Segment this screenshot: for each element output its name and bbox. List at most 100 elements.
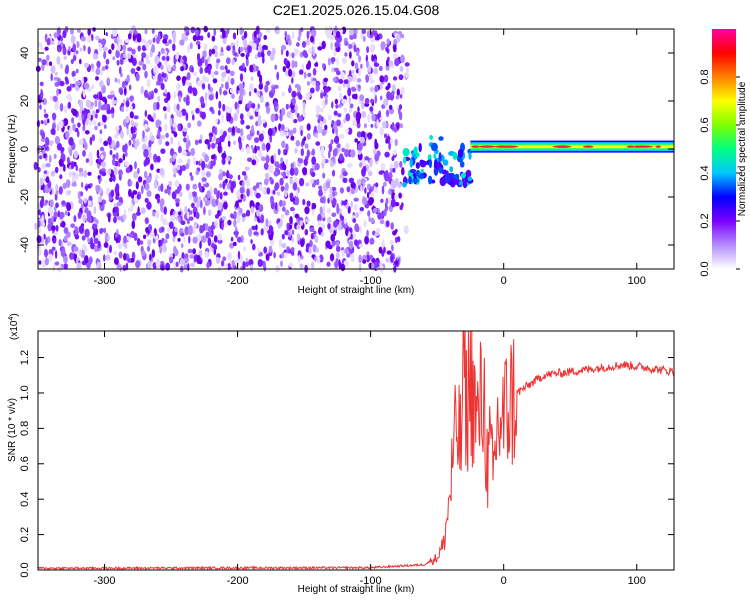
noise-cell [218, 173, 224, 181]
noise-cell [63, 55, 67, 60]
noise-cell [56, 28, 61, 38]
noise-cell [44, 46, 49, 51]
noise-cell [204, 91, 208, 101]
noise-cell [349, 35, 354, 40]
noise-cell [276, 71, 280, 81]
noise-cell [208, 65, 212, 70]
noise-cell [366, 229, 369, 238]
noise-cell [163, 217, 167, 223]
noise-cell [371, 54, 374, 62]
noise-cell [289, 216, 293, 225]
noise-cell [335, 251, 340, 259]
noise-cell [117, 243, 122, 250]
noise-cell [266, 187, 271, 195]
noise-cell [384, 151, 390, 158]
noise-cell [37, 227, 42, 234]
noise-cell [337, 85, 342, 92]
noise-cell [190, 147, 195, 157]
noise-cell [87, 112, 92, 121]
noise-cell [140, 207, 146, 215]
noise-cell [172, 31, 177, 40]
noise-cell [104, 65, 109, 70]
noise-cell [154, 174, 160, 180]
noise-cell [78, 167, 84, 173]
noise-cell [379, 75, 385, 83]
noise-cell [359, 207, 364, 212]
noise-cell [227, 139, 231, 148]
noise-cell [176, 103, 180, 111]
noise-cell [336, 57, 339, 66]
noise-cell [73, 215, 77, 223]
noise-cell [145, 59, 151, 65]
noise-cell [84, 82, 90, 90]
noise-cell [374, 231, 380, 237]
noise-cell [367, 170, 373, 177]
noise-cell [370, 98, 374, 104]
noise-cell [263, 178, 269, 186]
noise-cell [217, 201, 223, 211]
noise-cell [237, 236, 242, 243]
noise-cell [168, 256, 174, 264]
noise-cell [394, 260, 399, 266]
noise-cell [90, 33, 94, 42]
noise-cell [107, 168, 112, 175]
noise-cell [319, 196, 325, 204]
noise-cell [224, 81, 229, 90]
noise-cell [158, 51, 161, 57]
noise-cell [193, 156, 196, 166]
noise-cell [236, 128, 241, 134]
noise-cell [253, 88, 257, 93]
noise-cell [113, 134, 119, 139]
noise-cell [95, 76, 99, 81]
noise-cell [228, 174, 233, 180]
noise-cell [81, 110, 85, 116]
noise-cell [361, 111, 367, 118]
noise-cell [372, 207, 378, 214]
noise-cell [334, 135, 340, 144]
noise-cell [165, 141, 170, 147]
noise-cell [119, 89, 124, 96]
noise-cell [319, 107, 324, 113]
noise-cell [172, 37, 176, 44]
noise-cell [137, 167, 140, 175]
noise-cell [113, 216, 117, 224]
noise-cell [226, 169, 229, 178]
noise-cell [54, 101, 59, 111]
noise-cell [214, 70, 219, 76]
noise-cell [195, 28, 199, 38]
noise-cell [129, 95, 134, 102]
noise-cell [281, 252, 285, 259]
noise-cell [53, 206, 57, 212]
noise-cell [183, 97, 187, 102]
noise-cell [215, 118, 219, 124]
snr-y-axis-title: SNR (10 * v/v) [7, 398, 18, 462]
noise-cell [241, 147, 245, 152]
noise-cell [130, 68, 136, 74]
noise-cell [386, 38, 390, 45]
noise-cell [229, 88, 234, 94]
transition-blob [412, 178, 419, 183]
noise-cell [99, 137, 103, 144]
noise-cell [219, 129, 224, 136]
noise-cell [198, 259, 203, 265]
noise-cell [399, 160, 403, 168]
noise-cell [136, 211, 141, 216]
noise-cell [391, 90, 395, 96]
noise-cell [380, 162, 386, 171]
noise-cell [399, 104, 402, 110]
noise-cell [382, 121, 387, 129]
noise-cell [283, 148, 286, 155]
noise-cell [173, 173, 176, 178]
noise-cell [143, 148, 149, 158]
noise-cell [260, 214, 265, 224]
noise-cell [323, 77, 329, 82]
noise-cell [391, 244, 394, 252]
noise-cell [88, 152, 93, 161]
noise-cell [63, 227, 69, 234]
noise-cell [257, 44, 263, 53]
noise-cell [80, 36, 86, 42]
noise-cell [100, 154, 104, 160]
noise-cell [305, 92, 310, 101]
noise-cell [42, 148, 46, 154]
noise-cell [324, 97, 328, 106]
